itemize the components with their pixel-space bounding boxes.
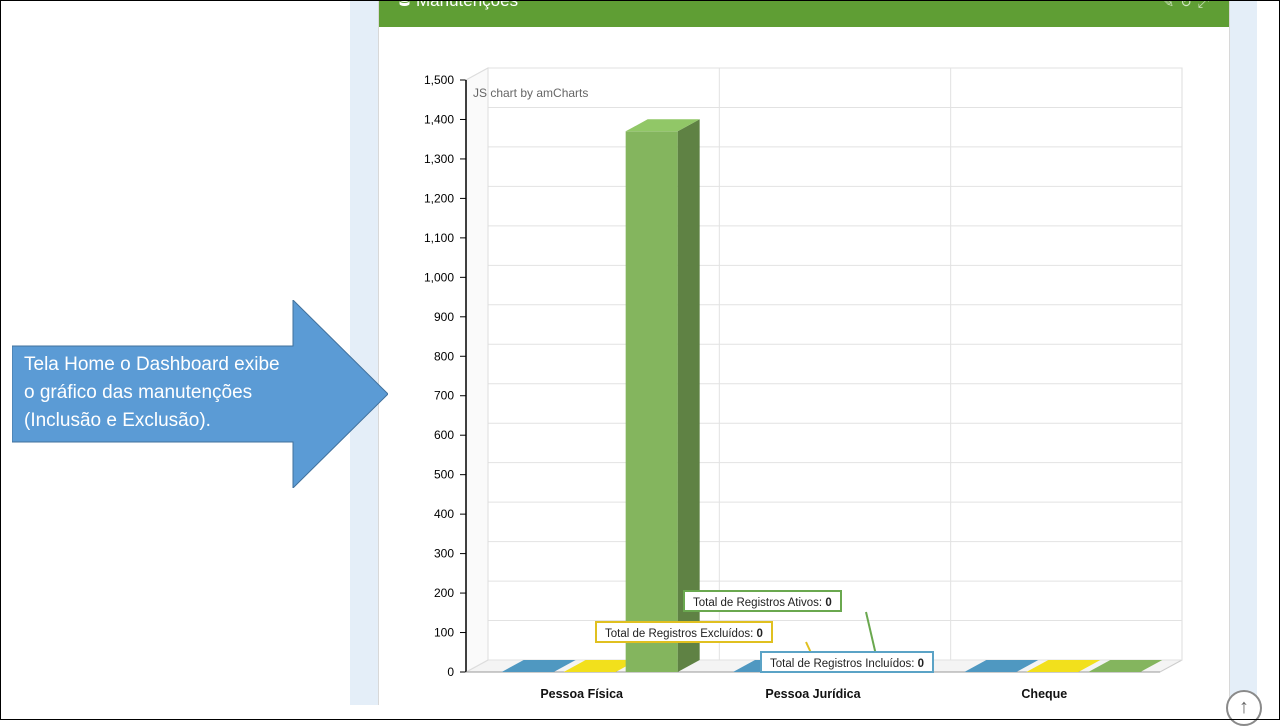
y-tick-label: 100 — [434, 626, 454, 640]
y-tick-label: 1,500 — [424, 73, 454, 87]
panel-tools: ✎↻⤢ — [1162, 0, 1215, 11]
tooltip-total-excluidos: Total de Registros Excluídos: 0 — [595, 621, 773, 643]
y-tick-label: 1,300 — [424, 152, 454, 166]
x-category-label: Pessoa Jurídica — [765, 687, 861, 701]
y-tick-label: 1,200 — [424, 191, 454, 205]
tooltip-excluidos-value: 0 — [756, 628, 763, 640]
bar — [1026, 660, 1101, 672]
tooltip-incluidos-value: 0 — [917, 658, 925, 670]
y-tick-label: 1,000 — [424, 270, 454, 284]
y-tick-label: 200 — [434, 586, 454, 600]
annotation-line-3: (Inclusão e Exclusão). — [24, 410, 211, 431]
annotation-line-1: Tela Home o Dashboard exibe — [24, 354, 280, 375]
panel-header: Manutenções ✎↻⤢ — [379, 0, 1229, 27]
y-tick-label: 1,100 — [424, 231, 454, 245]
bar — [563, 660, 638, 672]
panel-title-text: Manutenções — [416, 0, 519, 10]
chart-back-wall — [487, 67, 1183, 661]
x-category-label: Cheque — [1021, 687, 1067, 701]
y-tick-label: 300 — [434, 547, 454, 561]
chart-credit[interactable]: JS chart by amCharts — [473, 86, 589, 100]
arrow-up-icon: ↑ — [1239, 696, 1249, 718]
tooltip-total-incluidos: Total de Registros Incluídos: 0 — [760, 651, 935, 673]
chart-left-wall — [465, 67, 489, 673]
annotation-text: Tela Home o Dashboard exibe o gráfico da… — [24, 351, 324, 435]
y-tick-label: 400 — [434, 507, 454, 521]
bar — [501, 660, 576, 672]
wrench-icon[interactable]: ✎ — [1162, 0, 1181, 10]
bar — [1088, 660, 1163, 672]
tooltip-incluidos-label: Total de Registros Incluídos: — [770, 658, 915, 670]
y-tick-label: 0 — [447, 665, 454, 679]
y-tick-label: 1,400 — [424, 112, 454, 126]
bar — [625, 131, 678, 673]
scroll-to-top-button[interactable]: ↑ — [1226, 690, 1262, 726]
bar — [964, 660, 1039, 672]
tooltip-total-ativos: Total de Registros Ativos: 0 — [683, 590, 842, 612]
expand-icon[interactable]: ⤢ — [1197, 0, 1215, 10]
annotation-line-2: o gráfico das manutenções — [24, 382, 253, 403]
x-category-label: Pessoa Física — [540, 687, 624, 701]
y-tick-label: 600 — [434, 428, 454, 442]
bar-top — [625, 119, 700, 132]
tooltip-ativos-value: 0 — [825, 597, 832, 609]
y-tick-label: 700 — [434, 389, 454, 403]
refresh-icon[interactable]: ↻ — [1180, 0, 1198, 10]
tooltip-excluidos-label: Total de Registros Excluídos: — [605, 628, 754, 640]
tooltip-ativos-pointer — [865, 611, 877, 656]
y-tick-label: 500 — [434, 468, 454, 482]
y-tick-label: 800 — [434, 349, 454, 363]
bar-side — [677, 119, 700, 673]
tooltip-ativos-label: Total de Registros Ativos: — [693, 597, 823, 609]
y-tick-label: 900 — [434, 310, 454, 324]
annotation-arrow — [12, 300, 388, 488]
